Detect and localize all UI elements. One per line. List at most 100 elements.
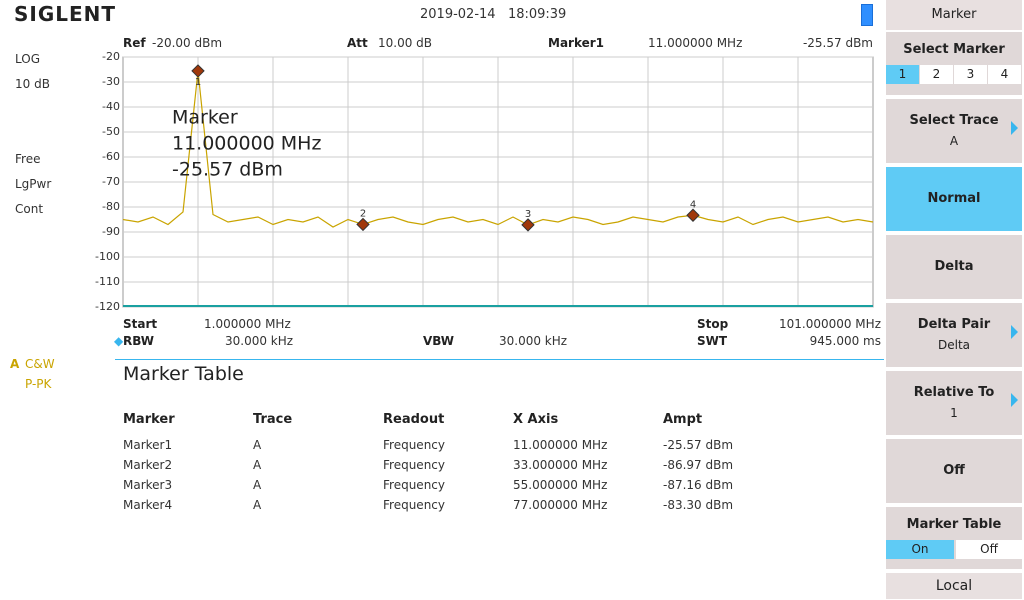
trace-det: P-PK (25, 377, 52, 391)
toggle-off[interactable]: Off (956, 540, 1022, 559)
y-tick-label: -20 (102, 50, 120, 63)
marker-tab[interactable]: 3 (954, 65, 987, 84)
table-cell: -87.16 dBm (663, 478, 734, 492)
table-header: Readout (383, 412, 445, 427)
table-header: X Axis (513, 412, 559, 427)
arrow (1011, 325, 1018, 339)
marker-tab[interactable]: 1 (886, 65, 919, 84)
stop-label: Stop (697, 317, 729, 331)
arrow (1011, 121, 1018, 135)
table-cell: Frequency (383, 478, 445, 492)
softkey[interactable]: Delta Pair Delta (886, 303, 1022, 367)
arrow (1011, 393, 1018, 407)
key-label: Delta Pair (917, 317, 991, 332)
table-title: Marker Table (123, 363, 244, 385)
swt-value: 945.000 ms (809, 334, 881, 348)
table-header: Marker (123, 412, 175, 427)
marker-label: 1 (195, 77, 201, 88)
scale-div: 10 dB (15, 77, 50, 91)
table-cell: Frequency (383, 458, 445, 472)
marker-label: 2 (360, 208, 366, 219)
key-label: Select Trace (909, 113, 999, 128)
table-cell: 55.000000 MHz (513, 478, 608, 492)
marker-ampt: -25.57 dBm (802, 36, 873, 50)
softkey[interactable]: Off (886, 439, 1022, 503)
brand: SIGLENT (14, 2, 117, 26)
table-cell: Frequency (383, 438, 445, 452)
spectrum-plot: -20 -30 -40 -50 -60 -70 -80 -90 -100 -110 -120 1 2 3 4… (95, 50, 874, 313)
key-label: Relative To (913, 385, 995, 400)
att-value: 10.00 dB (378, 36, 433, 50)
trace (122, 70, 874, 228)
toggle-on[interactable]: On (886, 540, 954, 559)
marker (686, 208, 700, 222)
vbw-value: 30.000 kHz (499, 334, 568, 348)
divider (115, 359, 884, 360)
swt-label: SWT (697, 334, 728, 348)
table-cell: 11.000000 MHz (513, 438, 608, 452)
rbw-icon: ◆ (114, 334, 124, 348)
marker-tab[interactable]: 2 (920, 65, 953, 84)
att-label: Att (347, 36, 368, 50)
datetime: 2019-02-14 18:09:39 (420, 7, 567, 22)
y-tick-label: -50 (102, 125, 120, 138)
marker (356, 217, 370, 232)
y-tick-label: -70 (102, 175, 120, 188)
marker (191, 64, 205, 78)
y-tick-label: -40 (102, 100, 120, 113)
softkey[interactable]: Marker Table On Off (886, 507, 1022, 569)
key-label: Select Marker (903, 42, 1005, 57)
menu-title: Marker (886, 0, 1022, 30)
marker-readout: 11.000000 MHz (172, 133, 321, 155)
softkey[interactable]: Normal (886, 167, 1022, 231)
rbw-value: 30.000 kHz (225, 334, 294, 348)
key-value: A (949, 134, 959, 148)
y-tick-label: -100 (95, 250, 120, 263)
trace-id: A (10, 357, 20, 371)
softkey[interactable]: Select Trace A (886, 99, 1022, 163)
table-cell: Marker2 (123, 458, 173, 472)
marker (521, 218, 535, 232)
y-tick-label: -30 (102, 75, 120, 88)
detector: Free (15, 152, 41, 166)
marker-tab[interactable]: 4 (988, 65, 1021, 84)
local-button[interactable]: Local (886, 573, 1022, 599)
softkey[interactable]: Relative To 1 (886, 371, 1022, 435)
table-cell: A (253, 478, 262, 492)
y-tick-label: -60 (102, 150, 120, 163)
marker-readout: Marker (172, 107, 238, 129)
table-cell: -25.57 dBm (663, 438, 734, 452)
softkey[interactable]: Delta (886, 235, 1022, 299)
rbw-label: RBW (123, 334, 154, 348)
key-value: Delta (937, 338, 970, 352)
marker-freq: 11.000000 MHz (648, 36, 743, 50)
table-cell: -86.97 dBm (663, 458, 734, 472)
table-header: Trace (253, 412, 293, 427)
key-label: Marker Table (906, 517, 1002, 532)
table-cell: A (253, 438, 262, 452)
table-cell: Frequency (383, 498, 445, 512)
key-value: 1 (950, 406, 958, 420)
table-header: Ampt (663, 412, 703, 427)
marker-label: 3 (525, 209, 531, 220)
table-cell: Marker3 (123, 478, 173, 492)
trace-mode: C&W (25, 357, 55, 371)
table-cell: A (253, 458, 262, 472)
vbw-label: VBW (423, 334, 455, 348)
start-label: Start (123, 317, 158, 331)
y-tick-label: -90 (102, 225, 120, 238)
marker-label: 4 (690, 199, 696, 210)
ref-value: -20.00 dBm (152, 36, 223, 50)
y-tick-label: -110 (95, 275, 120, 288)
y-tick-label: -120 (95, 300, 120, 313)
detector: Cont (15, 202, 44, 216)
table-cell: Marker1 (123, 438, 173, 452)
table-cell: -83.30 dBm (663, 498, 734, 512)
scale-type: LOG (15, 52, 41, 66)
ref-label: Ref (123, 36, 146, 50)
detector: LgPwr (15, 177, 52, 191)
